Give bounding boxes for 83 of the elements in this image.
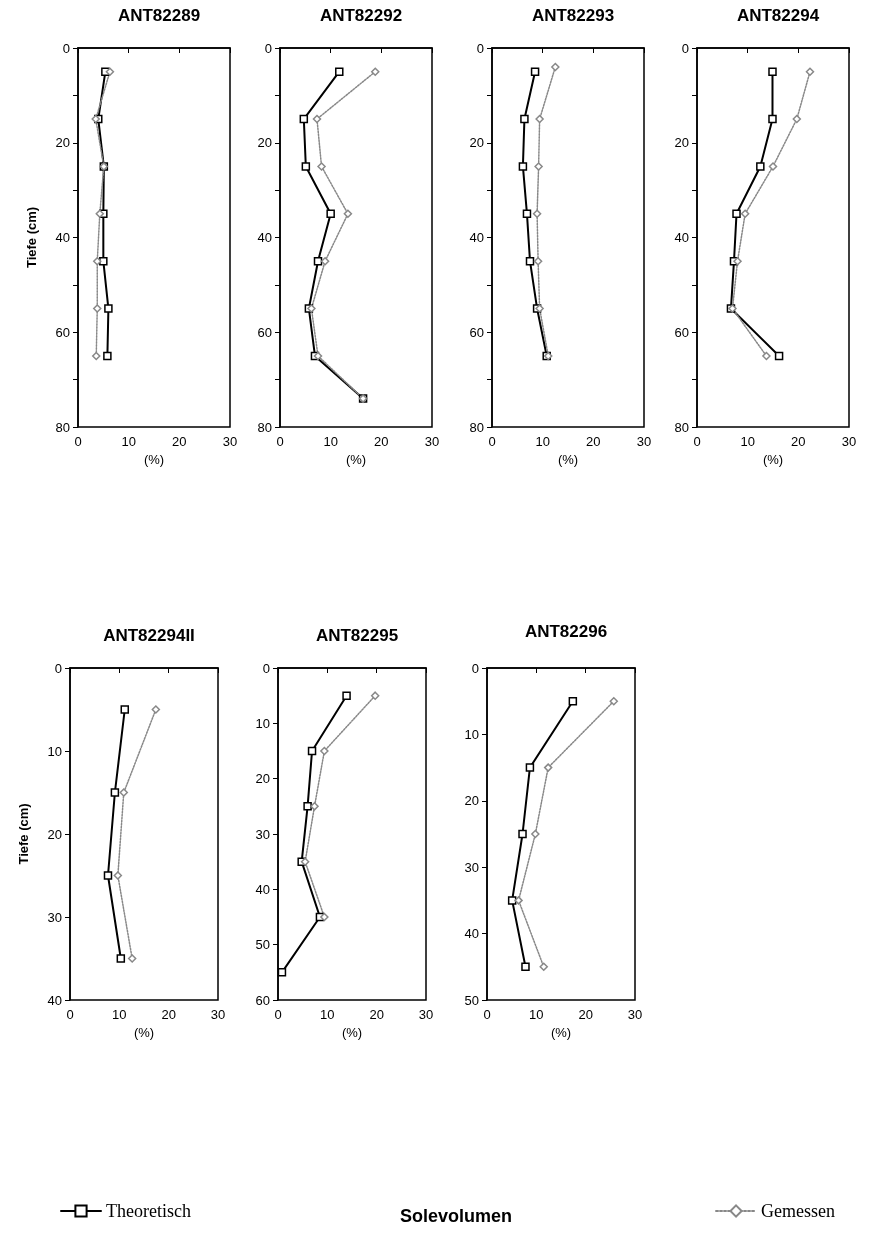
y-tick-label: 20	[47, 826, 62, 842]
x-tick-label: 30	[636, 434, 652, 449]
x-tick-label: 30	[424, 434, 440, 449]
x-tick-label: 0	[274, 1007, 282, 1022]
y-axis-title: Tiefe (cm)	[24, 206, 39, 269]
y-tick-label: 0	[681, 40, 689, 56]
chart-title: ANT82296	[524, 622, 608, 641]
y-tick-label: 60	[55, 324, 70, 340]
x-axis-title: (%)	[550, 1024, 572, 1040]
x-axis-title: (%)	[557, 451, 579, 467]
y-tick-label: 0	[62, 40, 70, 56]
y-tick-label: 0	[471, 660, 479, 676]
x-axis-title: (%)	[345, 451, 367, 467]
y-tick-label: 40	[674, 230, 689, 245]
y-tick-label: 40	[55, 230, 70, 245]
y-tick-label: 40	[255, 881, 270, 897]
y-axis-title: Tiefe (cm)	[16, 803, 31, 865]
y-tick-label: 10	[47, 743, 62, 759]
chart-title: ANT82295	[315, 626, 399, 645]
y-tick-label: 40	[469, 230, 484, 245]
y-tick-label: 20	[464, 793, 479, 809]
x-tick-label: 20	[586, 434, 601, 449]
chart-title: ANT82292	[319, 6, 403, 25]
chart-title: ANT82293	[531, 6, 615, 25]
x-tick-label: 0	[488, 434, 496, 449]
y-tick-label: 20	[255, 771, 270, 787]
x-tick-label: 20	[374, 434, 389, 449]
x-tick-label: 0	[74, 434, 82, 449]
x-tick-label: 30	[222, 434, 238, 449]
x-tick-label: 10	[535, 434, 550, 449]
y-tick-label: 20	[469, 135, 484, 151]
x-tick-label: 20	[791, 434, 806, 449]
chart-title: ANT82294	[736, 6, 820, 25]
y-tick-label: 80	[674, 419, 689, 435]
y-tick-label: 80	[55, 419, 70, 435]
x-axis-title: (%)	[133, 1024, 155, 1040]
x-tick-label: 20	[172, 434, 187, 449]
x-tick-label: 10	[740, 434, 755, 449]
x-tick-label: 10	[112, 1007, 127, 1022]
y-tick-label: 80	[469, 419, 484, 435]
y-tick-label: 0	[476, 40, 484, 56]
chart-title: ANT82294II	[103, 626, 195, 645]
y-tick-label: 20	[55, 135, 70, 151]
y-tick-label: 10	[464, 726, 479, 742]
y-tick-label: 0	[264, 40, 272, 56]
y-tick-label: 0	[54, 660, 62, 676]
y-tick-label: 40	[47, 992, 62, 1008]
x-tick-label: 10	[323, 434, 338, 449]
y-tick-label: 20	[674, 135, 689, 151]
y-tick-label: 10	[255, 715, 270, 731]
y-tick-label: 30	[47, 909, 62, 925]
y-tick-label: 30	[464, 859, 479, 875]
x-tick-label: 30	[627, 1007, 643, 1022]
x-tick-label: 20	[578, 1007, 593, 1022]
x-axis-title: (%)	[143, 451, 165, 467]
y-tick-label: 40	[464, 926, 479, 942]
x-tick-label: 10	[320, 1007, 335, 1022]
y-tick-label: 20	[257, 135, 272, 151]
x-tick-label: 10	[121, 434, 136, 449]
y-tick-label: 60	[255, 992, 270, 1008]
x-tick-label: 30	[841, 434, 857, 449]
x-tick-label: 0	[693, 434, 701, 449]
x-axis-title: (%)	[762, 451, 784, 467]
y-tick-label: 60	[674, 324, 689, 340]
y-tick-label: 80	[257, 419, 272, 435]
legend-title: Solevolumen	[400, 1206, 513, 1226]
x-tick-label: 30	[210, 1007, 226, 1022]
chart-title: ANT82289	[117, 6, 201, 25]
y-tick-label: 60	[469, 324, 484, 340]
y-tick-label: 0	[262, 660, 270, 676]
y-tick-label: 40	[257, 230, 272, 245]
x-tick-label: 20	[369, 1007, 384, 1022]
y-tick-label: 60	[257, 324, 272, 340]
y-tick-label: 50	[255, 937, 270, 953]
legend-label: Gemessen	[761, 1201, 836, 1221]
x-tick-label: 10	[529, 1007, 544, 1022]
x-tick-label: 20	[161, 1007, 176, 1022]
x-tick-label: 0	[276, 434, 284, 449]
x-tick-label: 30	[418, 1007, 434, 1022]
x-axis-title: (%)	[341, 1024, 363, 1040]
y-tick-label: 30	[255, 826, 270, 842]
legend-label: Theoretisch	[106, 1201, 191, 1221]
y-tick-label: 50	[464, 992, 479, 1008]
